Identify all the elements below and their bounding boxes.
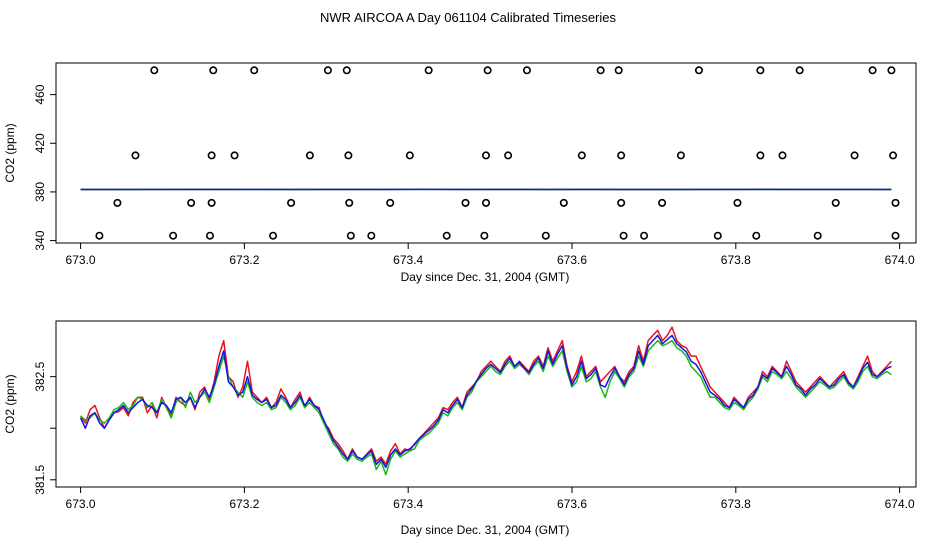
top-scatter-point [619, 231, 628, 240]
top-scatter-point [694, 66, 703, 75]
top-scatter-point [346, 231, 355, 240]
top-scatter-point [541, 231, 550, 240]
top-scatter-point [269, 231, 278, 240]
bottom-y-axis-label: CO2 (ppm) [3, 374, 17, 433]
bottom-panel: 673.0 673.2 673.4 673.6 673.8 674.0 381.5 382.… [3, 320, 917, 537]
top-y-tick-label: 420 [33, 133, 47, 153]
top-scatter-point [676, 151, 685, 160]
top-x-axis-label: Day since Dec. 31, 2004 (GMT) [401, 270, 570, 284]
top-y-tick-label: 380 [33, 182, 47, 202]
bottom-plot-frame [55, 320, 917, 488]
top-x-tick-label: 674.0 [885, 253, 915, 267]
top-scatter-point [169, 231, 178, 240]
top-x-tick-label: 673.4 [393, 253, 423, 267]
top-scatter-point [207, 198, 216, 207]
top-scatter-point [480, 231, 489, 240]
top-scatter-point [614, 66, 623, 75]
bottom-x-tick-label: 674.0 [885, 497, 915, 511]
top-x-tick-label: 673.8 [721, 253, 751, 267]
top-scatter-point [752, 231, 761, 240]
top-scatter-point [831, 198, 840, 207]
bottom-x-tick-label: 673.8 [721, 497, 751, 511]
bottom-series-blue [79, 334, 892, 469]
top-scatter-point [131, 151, 140, 160]
bottom-y-tick-label: 382.5 [33, 361, 47, 391]
top-x-tick-label: 673.6 [557, 253, 587, 267]
bottom-x-axis: 673.0 673.2 673.4 673.6 673.8 674.0 [66, 487, 915, 511]
top-scatter-point [559, 198, 568, 207]
bottom-series-lines [79, 326, 892, 476]
top-scatter-point [461, 198, 470, 207]
top-scatter-point [405, 151, 414, 160]
top-scatter-point [795, 66, 804, 75]
top-scatter-point [733, 198, 742, 207]
top-scatter-point [891, 198, 900, 207]
top-scatter-point [596, 66, 605, 75]
top-scatter-point [481, 198, 490, 207]
bottom-y-tick-label: 381.5 [33, 464, 47, 494]
top-scatter-point [367, 231, 376, 240]
top-y-axis-label: CO2 (ppm) [3, 123, 17, 182]
top-scatter-point [778, 151, 787, 160]
top-scatter-point [113, 198, 122, 207]
top-scatter-point [209, 66, 218, 75]
top-scatter-point [187, 198, 196, 207]
figure-title: NWR AIRCOA A Day 061104 Calibrated Times… [320, 10, 616, 25]
bottom-x-tick-label: 673.6 [557, 497, 587, 511]
top-scatter-point [344, 151, 353, 160]
top-plot-frame [55, 62, 917, 244]
top-scatter-point [442, 231, 451, 240]
top-scatter-point [483, 66, 492, 75]
top-y-tick-label: 460 [33, 84, 47, 104]
top-scatter-point [887, 66, 896, 75]
top-scatter-point [891, 231, 900, 240]
top-scatter-point [713, 231, 722, 240]
top-y-tick-label: 340 [33, 230, 47, 250]
top-scatter-point [577, 151, 586, 160]
top-y-axis: 340 380 420 460 [33, 84, 56, 251]
top-scatter-point [522, 66, 531, 75]
top-scatter-point [230, 151, 239, 160]
top-scatter-point [756, 151, 765, 160]
bottom-x-tick-label: 673.4 [393, 497, 423, 511]
bottom-y-axis: 381.5 382.5 [33, 361, 56, 495]
top-scatter-point [850, 151, 859, 160]
top-scatter-point [150, 66, 159, 75]
top-scatter-point [250, 66, 259, 75]
top-scatter-point [345, 198, 354, 207]
bottom-x-axis-label: Day since Dec. 31, 2004 (GMT) [401, 523, 570, 537]
top-panel: 673.0 673.2 673.4 673.6 673.8 674.0 340 380 420… [3, 62, 917, 284]
top-scatter-point [658, 198, 667, 207]
bottom-x-tick-label: 673.0 [66, 497, 96, 511]
top-scatter-point [95, 231, 104, 240]
top-scatter-point [481, 151, 490, 160]
top-scatter-point [756, 66, 765, 75]
top-scatter-point [287, 198, 296, 207]
top-scatter-point [889, 151, 898, 160]
top-x-tick-label: 673.0 [66, 253, 96, 267]
top-scatter-point [207, 151, 216, 160]
top-x-tick-label: 673.2 [229, 253, 259, 267]
top-scatter-point [617, 151, 626, 160]
top-scatter-point [868, 66, 877, 75]
bottom-x-tick-label: 673.2 [229, 497, 259, 511]
top-scatter-point [617, 198, 626, 207]
top-scatter-point [424, 66, 433, 75]
top-scatter-point [813, 231, 822, 240]
top-scatter-point [323, 66, 332, 75]
top-scatter-point [386, 198, 395, 207]
bottom-series-green [80, 339, 892, 476]
top-scatter-point [305, 151, 314, 160]
top-scatter-point [342, 66, 351, 75]
top-x-axis: 673.0 673.2 673.4 673.6 673.8 674.0 [66, 243, 915, 267]
top-scatter-point [205, 231, 214, 240]
top-scatter-point [504, 151, 513, 160]
top-scatter-point [640, 231, 649, 240]
top-scatter-points [95, 66, 900, 240]
